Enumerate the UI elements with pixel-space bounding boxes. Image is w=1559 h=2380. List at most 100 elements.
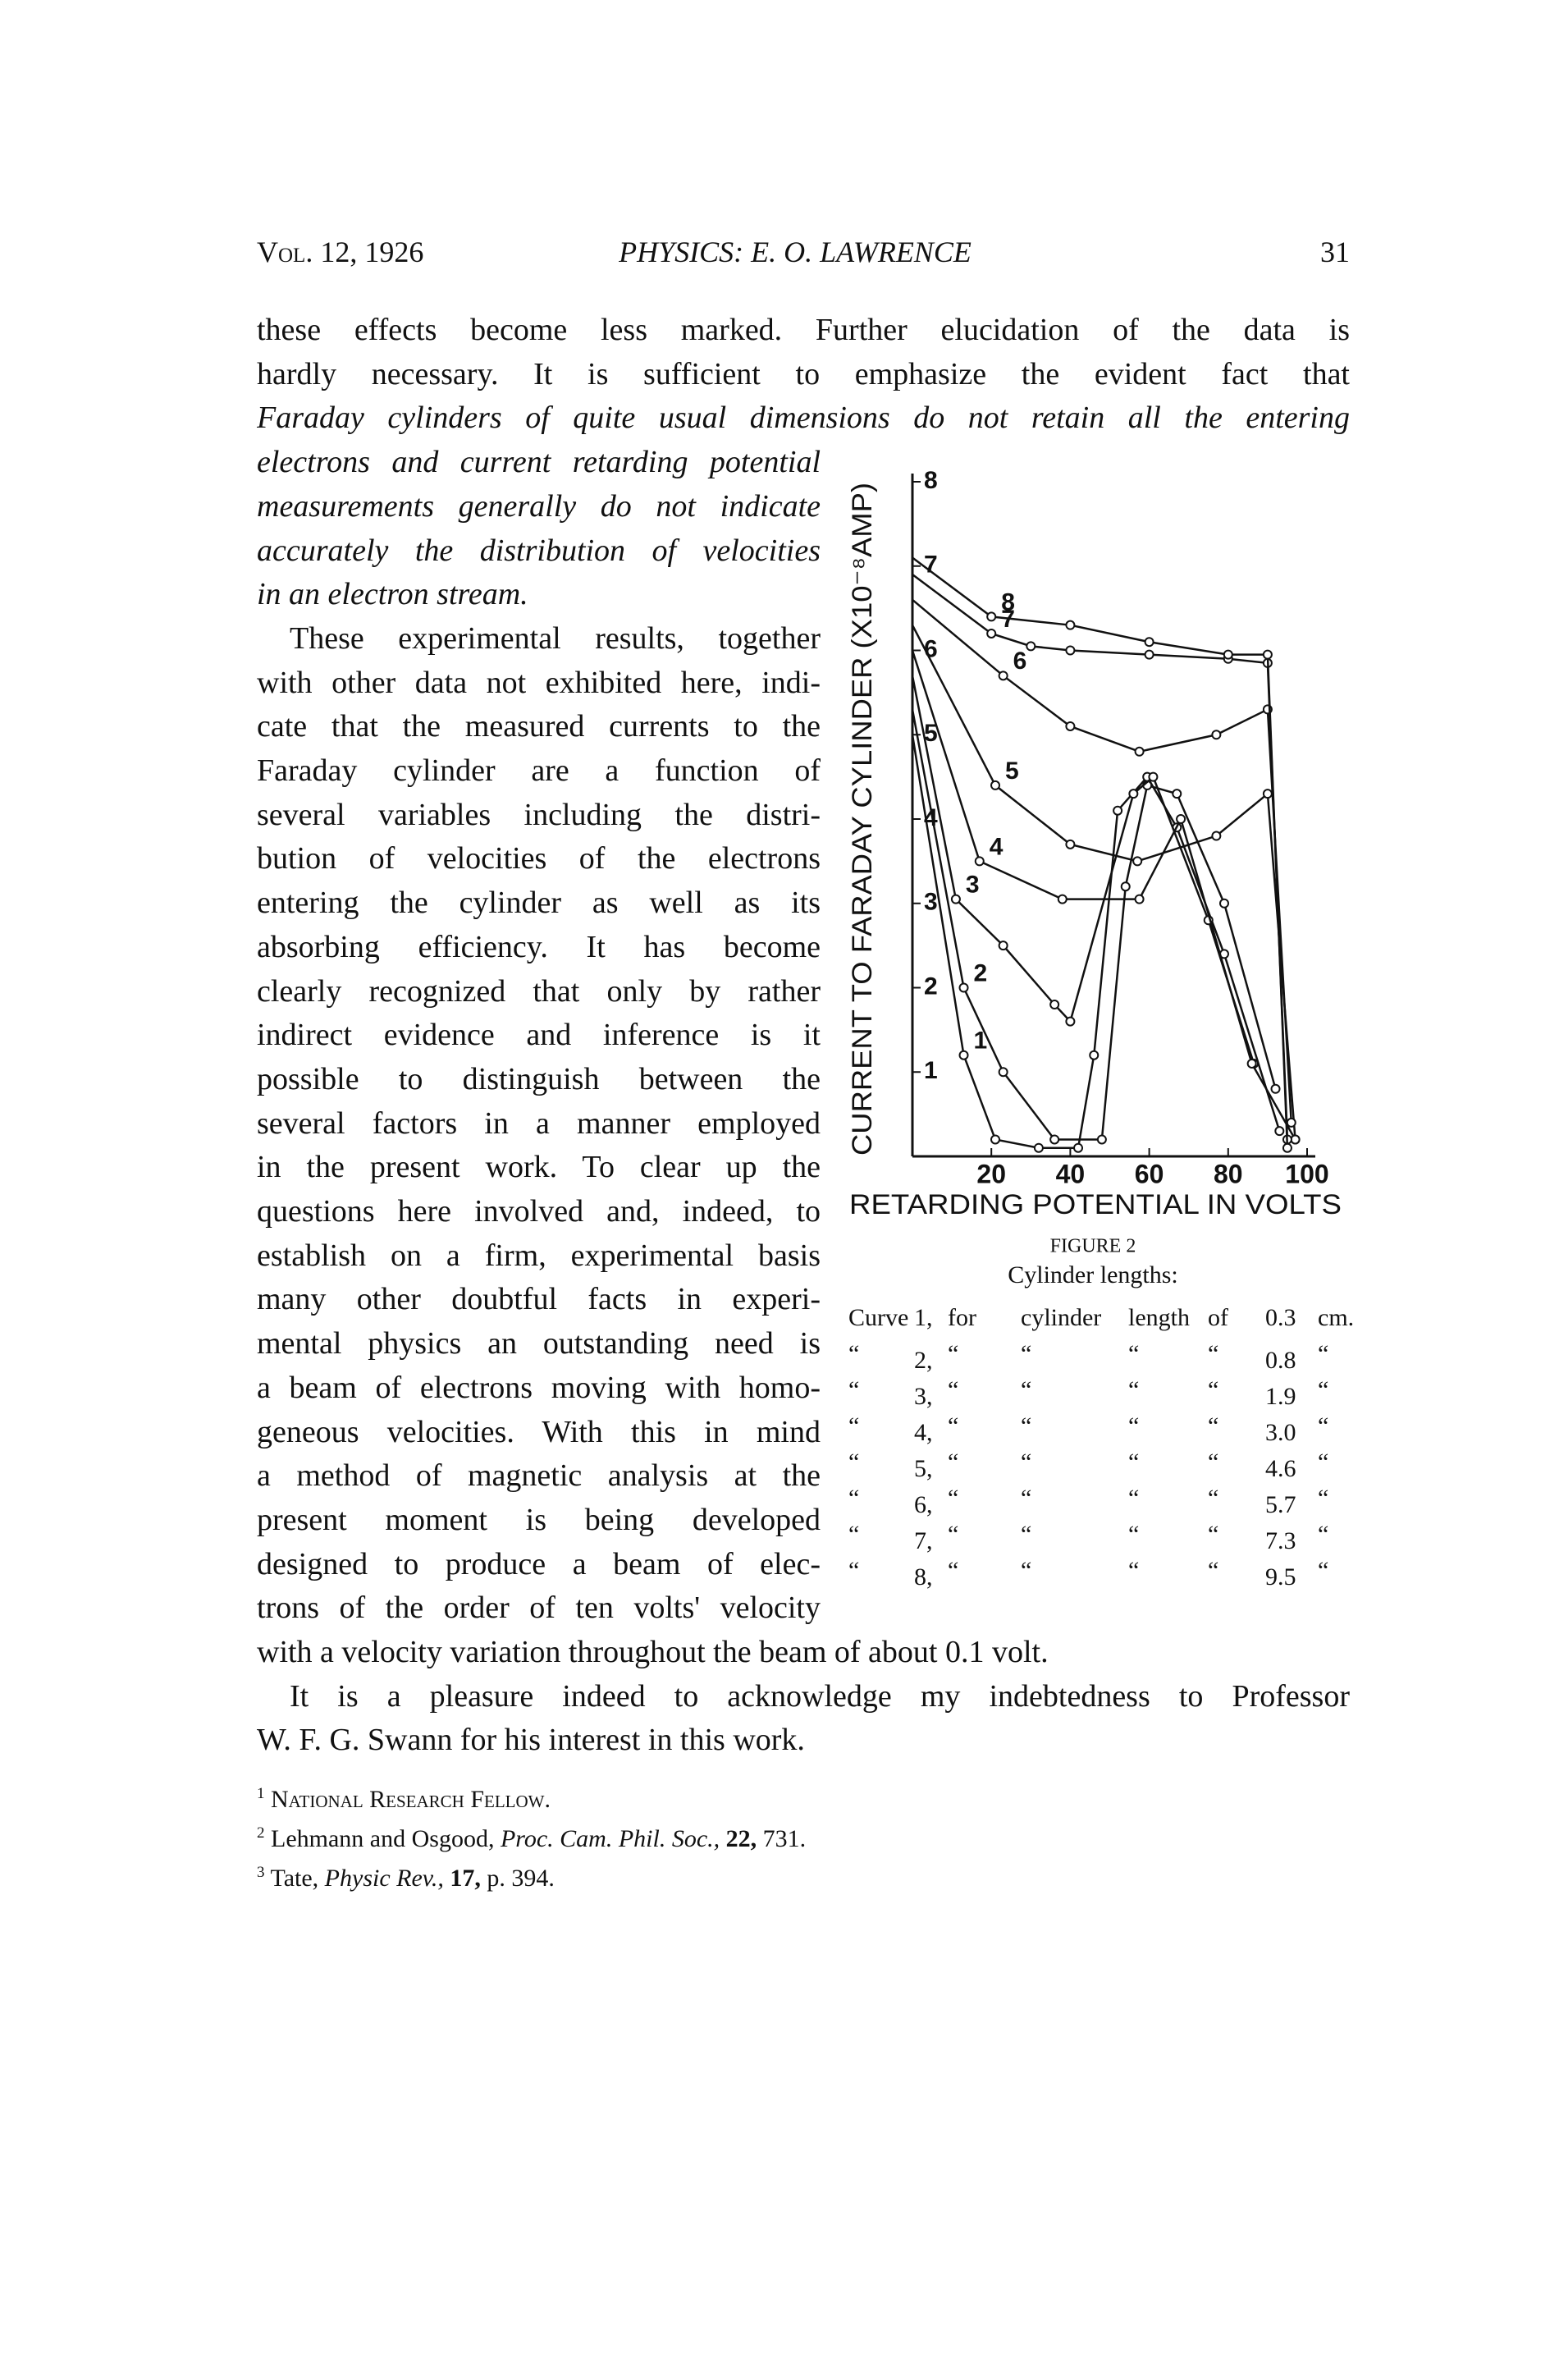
footnote-authors: Lehmann and Osgood, — [271, 1825, 495, 1852]
legend-cell: “ — [1128, 1449, 1139, 1476]
text-line: These experimental results, together — [290, 620, 821, 656]
footnote: 2 Lehmann and Osgood, Proc. Cam. Phil. S… — [257, 1817, 806, 1856]
legend-cell: 7.3 — [1265, 1527, 1296, 1554]
data-point — [1134, 746, 1145, 757]
y-tick-label: 3 — [924, 889, 938, 916]
legend-cell: “ — [948, 1485, 958, 1512]
y-tick-label: 7 — [924, 552, 938, 579]
data-point — [998, 671, 1008, 681]
x-tick-label: 60 — [1135, 1159, 1164, 1188]
legend-cell: cm. — [1318, 1304, 1354, 1331]
text-line: a beam of electrons moving with homo- — [257, 1370, 821, 1405]
data-point — [958, 982, 969, 993]
curve-label: 8 — [1001, 588, 1015, 616]
legend-cell: “ — [948, 1340, 958, 1367]
text-line: indirect evidence and inference is it — [257, 1018, 821, 1053]
legend-cell: “ — [948, 1449, 958, 1476]
legend-cell: length — [1128, 1304, 1190, 1331]
text-line: mental physics an outstanding need is — [257, 1326, 821, 1362]
text-line: many other doubtful facts in experi- — [257, 1282, 821, 1317]
legend-cell: “ — [1208, 1485, 1218, 1512]
curve-label: 5 — [1005, 757, 1019, 785]
footnote: 1 National Research Fellow. — [257, 1778, 551, 1816]
data-point — [1096, 1134, 1107, 1145]
footnote-journal: Proc. Cam. Phil. Soc., — [500, 1825, 720, 1852]
legend-cell: of — [1208, 1304, 1228, 1331]
legend-cell: 2, — [914, 1347, 933, 1374]
legend-cell: “ — [1208, 1376, 1218, 1403]
legend-cell: 5.7 — [1265, 1491, 1296, 1518]
legend-cell: “ — [1128, 1376, 1139, 1403]
legend-cell: “ — [1021, 1340, 1031, 1367]
text-line: absorbing efficiency. It has become — [257, 929, 821, 964]
legend-cell: “ — [1021, 1376, 1031, 1403]
y-tick-label: 5 — [924, 720, 938, 747]
x-axis-label: RETARDING POTENTIAL IN VOLTS — [849, 1189, 1342, 1220]
text-line: these effects become less marked. Furthe… — [257, 313, 1350, 347]
text-line: Faraday cylinders of quite usual dimensi… — [257, 400, 1350, 436]
text-line: geneous velocities. With this in mind — [257, 1414, 821, 1449]
x-tick-label: 80 — [1214, 1159, 1243, 1188]
text-line: present moment is being developed — [257, 1502, 821, 1537]
data-point — [1172, 789, 1182, 799]
curve-label: 4 — [990, 833, 1004, 860]
legend-cell: “ — [848, 1557, 859, 1584]
data-point — [1144, 649, 1154, 660]
data-point — [1286, 1117, 1296, 1128]
legend-cell: 9.5 — [1265, 1563, 1296, 1590]
legend-cell: “ — [1128, 1521, 1139, 1548]
y-tick-label: 8 — [924, 467, 938, 494]
curve — [912, 598, 1293, 1123]
data-point — [1073, 1142, 1084, 1153]
data-point — [1065, 620, 1076, 630]
legend-cell: “ — [1021, 1521, 1031, 1548]
text-line: with other data not exhibited here, indi… — [257, 665, 821, 700]
data-point — [1282, 1142, 1292, 1153]
caption-subtitle: Cylinder lengths: — [1008, 1261, 1177, 1288]
legend-cell: 3, — [914, 1383, 933, 1410]
text-line: measurements generally do not indicate — [257, 488, 821, 524]
text-line: clearly recognized that only by rather — [257, 973, 821, 1009]
data-point — [1065, 839, 1076, 849]
text-line: electrons and current retarding potentia… — [257, 445, 821, 480]
legend-cell: 4.6 — [1265, 1455, 1296, 1482]
data-point — [998, 1067, 1008, 1078]
data-point — [986, 611, 997, 622]
text-line: designed to produce a beam of elec- — [257, 1546, 821, 1581]
text-line: with a velocity variation throughout the… — [257, 1635, 1049, 1669]
legend-cell: 1.9 — [1265, 1383, 1296, 1410]
y-tick-label: 1 — [924, 1057, 938, 1084]
x-tick-label: 100 — [1285, 1159, 1328, 1188]
text-line: Faraday cylinder are a function of — [257, 753, 821, 788]
legend-cell: for — [948, 1304, 976, 1331]
legend-cell: 3.0 — [1265, 1419, 1296, 1446]
text-line: W. F. G. Swann for his interest in this … — [257, 1723, 805, 1758]
data-point — [1290, 1134, 1301, 1145]
legend-cell: “ — [948, 1412, 958, 1439]
legend-cell: “ — [1318, 1521, 1328, 1548]
data-point — [1033, 1142, 1044, 1153]
legend-cell: “ — [948, 1557, 958, 1584]
footnote-journal: Physic Rev., — [324, 1865, 444, 1892]
legend-cell: “ — [1128, 1340, 1139, 1367]
text-line: entering the cylinder as well as its — [257, 886, 821, 921]
data-point — [986, 628, 997, 638]
data-point — [1065, 1016, 1076, 1027]
footnote-pages: p. 394. — [487, 1865, 555, 1892]
legend-cell: “ — [948, 1376, 958, 1403]
running-title: PHYSICS: E. O. LAWRENCE — [619, 236, 972, 268]
text-line: several factors in a manner employed — [257, 1105, 821, 1141]
data-point — [1065, 645, 1076, 656]
legend-cell: “ — [1208, 1521, 1218, 1548]
curve — [911, 675, 1255, 1064]
legend-cell: 5, — [914, 1455, 933, 1482]
curve — [912, 574, 1289, 1140]
data-point — [974, 856, 985, 867]
legend-cell: “ — [1318, 1557, 1328, 1584]
legend-cell: cylinder — [1021, 1304, 1101, 1331]
legend-cell: “ — [848, 1521, 859, 1548]
data-point — [998, 941, 1008, 951]
data-point — [1262, 649, 1273, 660]
data-point — [1274, 1126, 1285, 1137]
